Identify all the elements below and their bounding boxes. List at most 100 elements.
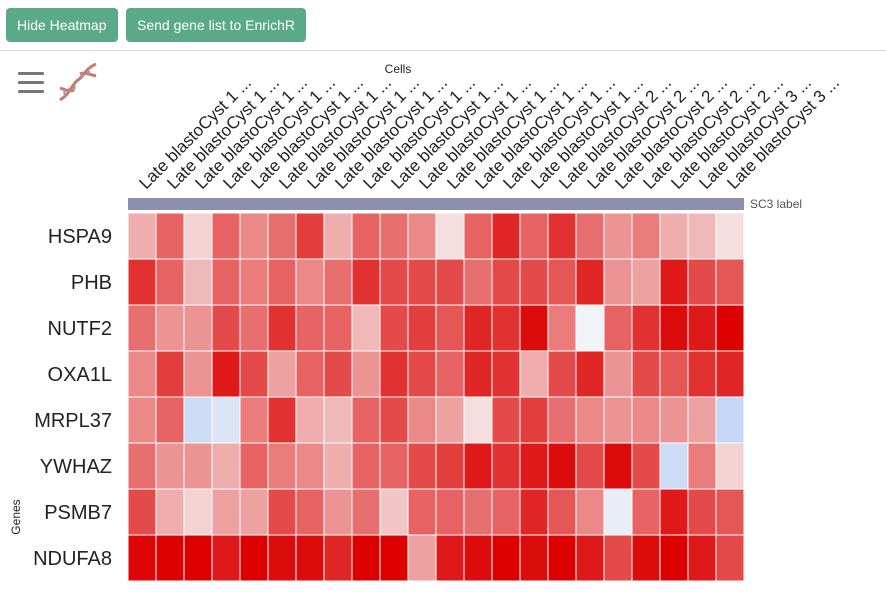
heatmap-cell [127,350,157,398]
heatmap-cell [715,534,745,582]
heatmap-cell [715,488,745,536]
heatmap-cell [687,488,717,536]
heatmap-cell [211,304,241,352]
heatmap-cell [295,212,325,260]
heatmap-cell [687,212,717,260]
x-axis-title: Cells [385,62,412,76]
heatmap-cell [407,212,437,260]
heatmap-cell [631,442,661,490]
heatmap-cell [463,488,493,536]
heatmap-cell [323,212,353,260]
row-label: PSMB7 [44,502,112,524]
heatmap-cell [519,304,549,352]
heatmap-cell [351,350,381,398]
heatmap-cell [211,534,241,582]
hide-heatmap-button[interactable]: Hide Heatmap [6,8,118,42]
heatmap-cell [127,488,157,536]
heatmap-cell [603,212,633,260]
heatmap-cell [715,396,745,444]
heatmap-cell [519,396,549,444]
heatmap-cell [323,350,353,398]
heatmap-cell [547,534,577,582]
heatmap-cell [379,350,409,398]
heatmap-cell [547,304,577,352]
heatmap-cell [547,488,577,536]
heatmap-cell [183,212,213,260]
heatmap-cell [603,534,633,582]
heatmap-cell [183,534,213,582]
heatmap-cell [351,396,381,444]
heatmap-cell [379,442,409,490]
heatmap-cell [491,304,521,352]
heatmap-cell [351,534,381,582]
heatmap-cell [379,212,409,260]
row-label: YWHAZ [40,456,112,478]
heatmap-cell [519,534,549,582]
heatmap-cell [239,350,269,398]
heatmap-cell [463,258,493,306]
heatmap-cell [631,350,661,398]
column-labels: Late blastoCyst 1 ...Late blastoCyst 1 .… [135,73,843,193]
heatmap-cell [687,350,717,398]
heatmap-cell [435,396,465,444]
send-to-enrichr-button[interactable]: Send gene list to EnrichR [126,8,306,42]
row-label: NUTF2 [48,318,112,340]
heatmap-cell [211,258,241,306]
heatmap-cell [239,304,269,352]
heatmap-cell [239,258,269,306]
heatmap-cell [239,488,269,536]
heatmap-cell [155,304,185,352]
heatmap-cell [659,304,689,352]
heatmap-cell [603,442,633,490]
heatmap-cell [183,350,213,398]
heatmap-cell [407,442,437,490]
row-label: PHB [71,272,112,294]
heatmap-cell [575,304,605,352]
heatmap-cell [715,304,745,352]
heatmap-cells [127,212,745,582]
heatmap-cell [183,442,213,490]
heatmap-cell [155,396,185,444]
heatmap-cell [575,488,605,536]
heatmap-cell [659,488,689,536]
heatmap-cell [463,534,493,582]
heatmap-cell [323,534,353,582]
heatmap-cell [603,488,633,536]
heatmap-cell [547,442,577,490]
heatmap-cell [491,258,521,306]
row-label: NDUFA8 [33,548,112,570]
heatmap-cell [239,396,269,444]
heatmap-cell [407,488,437,536]
heatmap-cell [239,534,269,582]
heatmap-cell [491,396,521,444]
heatmap-cell [323,258,353,306]
row-labels: HSPA9 PHB NUTF2 OXA1L MRPL37 YWHAZ PSMB7 NDUFA8 [33,226,112,570]
heatmap-cell [183,396,213,444]
dna-icon [56,60,100,104]
heatmap-cell [631,304,661,352]
heatmap-cell [295,304,325,352]
heatmap-cell [715,258,745,306]
heatmap-cell [183,304,213,352]
heatmap-cell [407,258,437,306]
heatmap-cell [211,212,241,260]
heatmap-cell [491,350,521,398]
heatmap-cell [715,212,745,260]
heatmap-cell [127,442,157,490]
heatmap-cell [687,396,717,444]
heatmap-cell [491,442,521,490]
heatmap-cell [295,396,325,444]
heatmap-cell [407,396,437,444]
y-axis-title: Genes [9,499,23,534]
heatmap-cell [379,396,409,444]
heatmap-cell [659,212,689,260]
heatmap-cell [715,442,745,490]
heatmap-cell [379,258,409,306]
heatmap-cell [519,350,549,398]
hamburger-menu-icon[interactable] [18,72,44,94]
heatmap-cell [183,258,213,306]
heatmap-chart: Cells Genes SC3 label Late blastoCyst 1 … [9,62,843,582]
heatmap-cell [463,350,493,398]
heatmap-cell [379,534,409,582]
heatmap-cell [659,350,689,398]
